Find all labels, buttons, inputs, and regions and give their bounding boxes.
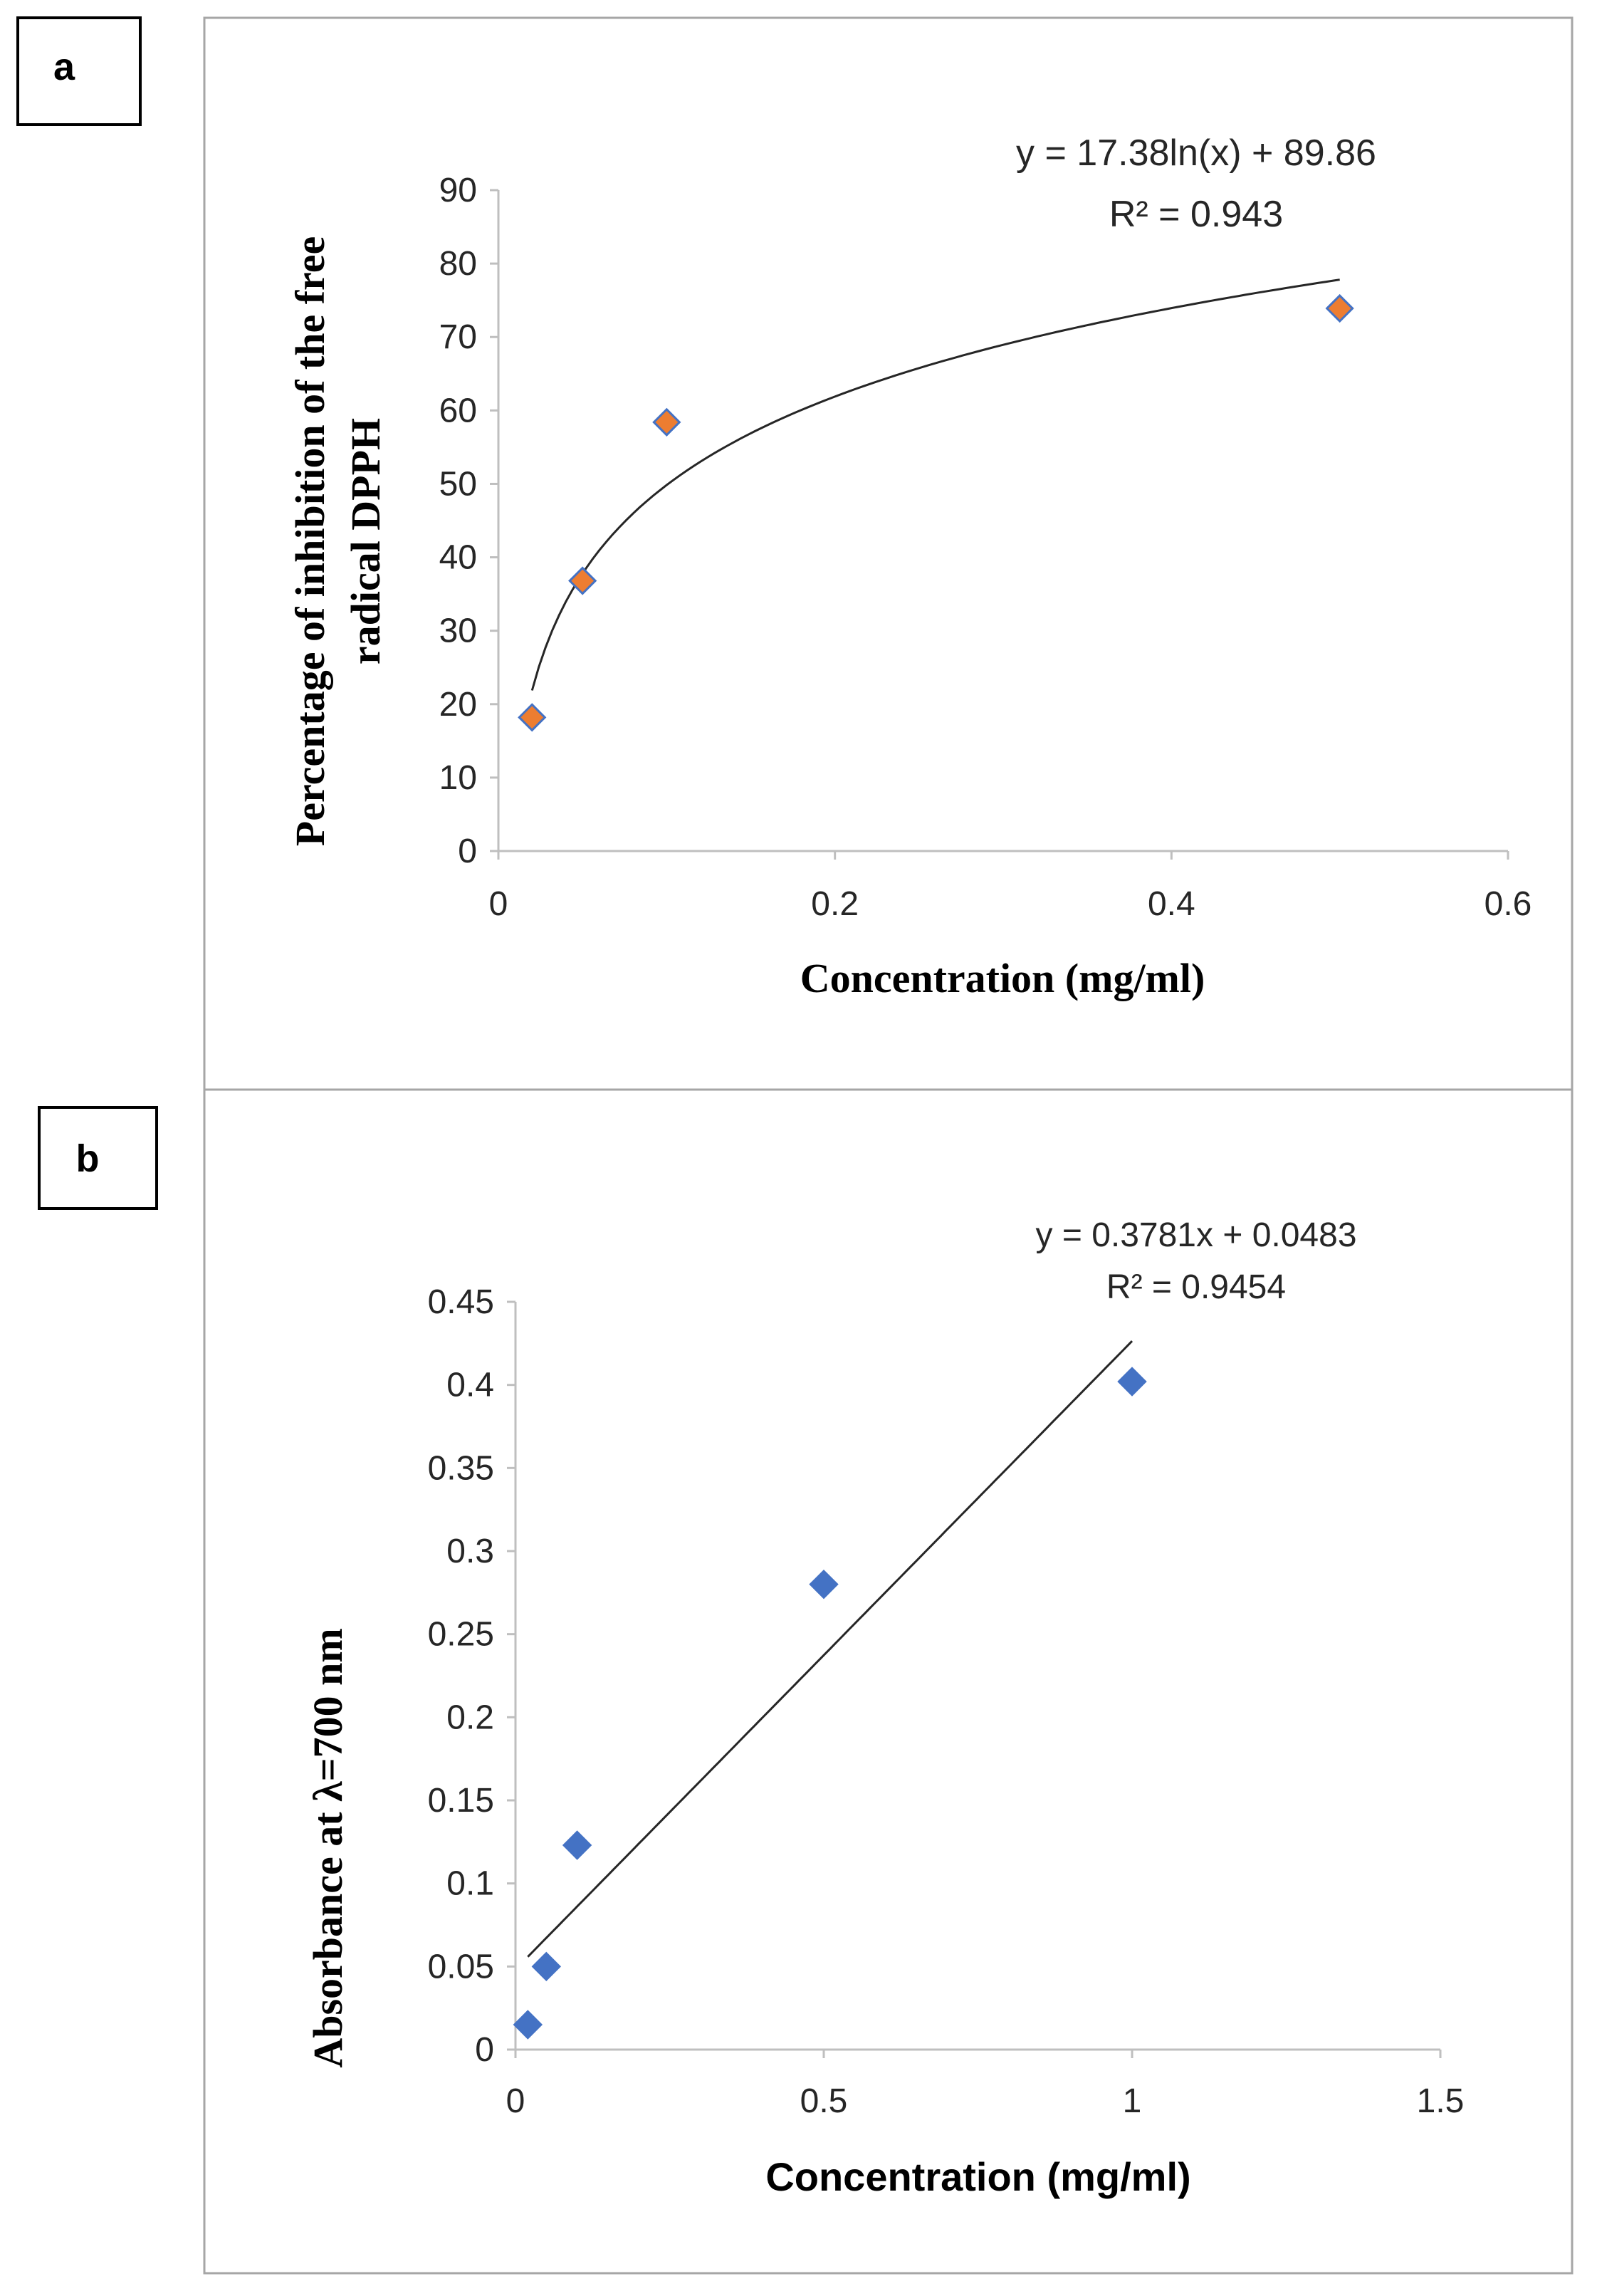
chart-b-x-label: Concentration (mg/ml) — [765, 2154, 1190, 2199]
chart-a-frame — [203, 16, 1574, 1091]
y-tick-label: 0 — [458, 833, 477, 870]
y-tick-label: 90 — [439, 172, 477, 209]
x-tick-label: 0 — [489, 885, 508, 923]
y-tick-label: 0.4 — [446, 1367, 494, 1404]
chart-a-points — [518, 293, 1354, 732]
y-tick-label: 50 — [439, 465, 477, 503]
chart-a-y-label-line-2: radical DPPH — [342, 418, 389, 664]
x-tick-label: 1.5 — [1417, 2082, 1465, 2120]
panel-a-label: a — [53, 46, 75, 88]
y-tick-label: 0.05 — [428, 1948, 494, 1985]
y-tick-label: 30 — [439, 612, 477, 650]
x-tick-label: 0.4 — [1148, 885, 1195, 923]
chart-b-equation: y = 0.3781x + 0.0483 — [1035, 1216, 1356, 1254]
y-tick-label: 20 — [439, 686, 477, 724]
y-tick-label: 0 — [475, 2031, 494, 2069]
chart-a-x-ticks: 0 0.2 0.4 0.6 — [489, 851, 1532, 923]
data-point — [1325, 293, 1354, 323]
chart-panel-a: a 0 10 20 30 40 50 60 70 80 90 0 0.2 0.4 0.6 y = 17.… — [0, 0, 1597, 1091]
chart-a-equation: y = 17.38ln(x) + 89.86 — [1016, 132, 1376, 174]
chart-b-y-label: Absorbance at λ=700 nm — [305, 1628, 351, 2067]
y-tick-label: 40 — [439, 539, 477, 577]
y-tick-label: 0.3 — [446, 1533, 494, 1570]
panel-a-label-box — [16, 16, 142, 126]
data-point — [518, 703, 547, 732]
chart-b-svg: b 0 0.05 0.1 0.15 0.2 0.25 0.3 0.35 0.4 0.45 0 0.5… — [38, 1088, 1574, 2275]
data-point — [568, 566, 597, 595]
x-tick-label: 0.2 — [811, 885, 859, 923]
y-tick-label: 0.45 — [428, 1283, 494, 1321]
y-tick-label: 0.1 — [446, 1865, 494, 1903]
chart-panel-b: b 0 0.05 0.1 0.15 0.2 0.25 0.3 0.35 0.4 0.45 0 0.5… — [0, 1088, 1597, 2292]
chart-a-y-ticks: 0 10 20 30 40 50 60 70 80 90 — [439, 172, 498, 870]
y-tick-label: 60 — [439, 392, 477, 429]
data-point — [513, 2010, 543, 2040]
chart-b-y-ticks: 0 0.05 0.1 0.15 0.2 0.25 0.3 0.35 0.4 0.45 — [428, 1283, 515, 2069]
chart-b-x-ticks: 0 0.5 1 1.5 — [506, 2050, 1465, 2120]
x-tick-label: 0.5 — [800, 2082, 848, 2120]
data-point — [809, 1569, 839, 1600]
y-tick-label: 0.25 — [428, 1616, 494, 1654]
y-tick-label: 0.15 — [428, 1782, 494, 1820]
chart-b-r-squared: R² = 0.9454 — [1106, 1268, 1286, 1306]
x-tick-label: 0.6 — [1485, 885, 1532, 923]
y-tick-label: 10 — [439, 759, 477, 797]
chart-a-y-label: Percentage of inhibition of the free rad… — [287, 236, 389, 846]
chart-b-frame — [203, 1088, 1574, 2275]
chart-a-r-squared: R² = 0.943 — [1109, 194, 1283, 235]
data-point — [562, 1830, 592, 1860]
y-tick-label: 80 — [439, 245, 477, 283]
y-tick-label: 70 — [439, 318, 477, 356]
data-point — [531, 1951, 562, 1982]
y-tick-label: 0.2 — [446, 1698, 494, 1736]
chart-b-trendline — [527, 1340, 1133, 1958]
y-tick-label: 0.35 — [428, 1449, 494, 1487]
chart-b-points — [513, 1367, 1147, 2040]
chart-a-svg: a 0 10 20 30 40 50 60 70 80 90 0 0.2 0.4 0.6 y = 17.… — [16, 16, 1574, 1091]
data-point — [652, 407, 681, 437]
panel-b-label-box — [38, 1106, 158, 1210]
data-point — [1117, 1367, 1147, 1397]
chart-a-trendline — [530, 278, 1340, 691]
x-tick-label: 1 — [1123, 2082, 1142, 2120]
chart-a-y-label-line-1: Percentage of inhibition of the free — [287, 236, 333, 846]
x-tick-label: 0 — [506, 2082, 525, 2120]
chart-a-x-label: Concentration (mg/ml) — [800, 955, 1205, 1001]
panel-b-label: b — [76, 1137, 100, 1180]
